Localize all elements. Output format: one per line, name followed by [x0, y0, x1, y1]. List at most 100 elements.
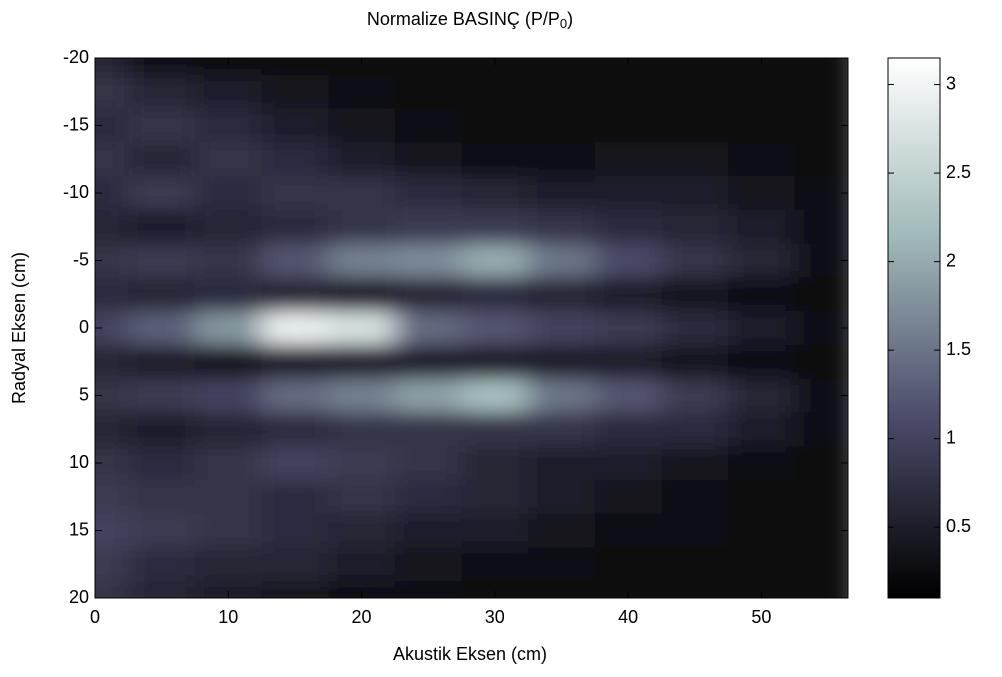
heatmap-cell — [528, 311, 596, 346]
heatmap-cell — [261, 479, 329, 515]
heatmap-cell — [528, 479, 596, 515]
heatmap-cell — [794, 243, 848, 278]
heatmap-cell — [728, 311, 796, 346]
heatmap-cell — [461, 547, 529, 582]
heatmap-cell — [461, 176, 529, 211]
heatmap-cell — [128, 142, 196, 177]
heatmap-cell — [394, 479, 463, 515]
heatmap-cell — [394, 344, 463, 380]
heatmap-cell — [794, 311, 848, 346]
heatmap-cell — [528, 108, 596, 143]
heatmap-cell — [261, 446, 329, 481]
heatmap-cell — [528, 446, 596, 481]
heatmap-cell — [794, 74, 848, 110]
heatmap-cell — [661, 58, 729, 76]
heatmap-cell — [194, 513, 263, 548]
heatmap-cell — [794, 378, 848, 413]
heatmap-cell — [328, 209, 396, 245]
heatmap-cell — [95, 344, 129, 380]
heatmap-cell — [461, 446, 529, 481]
heatmap-cell — [794, 209, 848, 245]
heatmap-cell — [261, 58, 329, 76]
y-tick-label: -20 — [63, 47, 89, 67]
heatmap-cell — [461, 142, 529, 177]
x-tick-label: 50 — [751, 607, 771, 627]
heatmap-cell — [328, 547, 396, 582]
heatmap-cell — [128, 311, 196, 346]
heatmap-cell — [394, 209, 463, 245]
heatmap-cell — [194, 412, 263, 447]
heatmap-cell — [794, 58, 848, 76]
heatmap-cell — [594, 209, 662, 245]
heatmap-cell — [328, 446, 396, 481]
heatmap-cell — [594, 243, 662, 278]
heatmap-cell — [194, 58, 263, 76]
heatmap-cell — [728, 176, 796, 211]
heatmap-cell — [261, 513, 329, 548]
heatmap-cell — [128, 344, 196, 380]
heatmap-cell — [328, 412, 396, 447]
x-tick-label: 10 — [218, 607, 238, 627]
heatmap-cell — [194, 479, 263, 515]
heatmap-cell — [261, 108, 329, 143]
heatmap-cell — [594, 581, 662, 598]
heatmap-cell — [528, 344, 596, 380]
heatmap-cell — [661, 311, 729, 346]
heatmap-cell — [194, 209, 263, 245]
heatmap-cell — [394, 311, 463, 346]
heatmap-cell — [528, 176, 596, 211]
x-tick-label: 40 — [618, 607, 638, 627]
heatmap-cell — [528, 243, 596, 278]
heatmap-cell — [728, 513, 796, 548]
heatmap-cell — [661, 142, 729, 177]
heatmap-cell — [95, 412, 129, 447]
heatmap-cell — [328, 74, 396, 110]
colorbar-tick-label: 2.5 — [946, 162, 971, 182]
heatmap-cell — [194, 142, 263, 177]
heatmap-cell — [461, 311, 529, 346]
heatmap-cell — [95, 277, 129, 312]
heatmap-cell — [728, 74, 796, 110]
heatmap-cell — [194, 74, 263, 110]
heatmap-cell — [661, 581, 729, 598]
heatmap-cell — [194, 277, 263, 312]
heatmap-cell — [461, 58, 529, 76]
heatmap-cell — [128, 243, 196, 278]
heatmap-cell — [661, 277, 729, 312]
heatmap-cell — [661, 446, 729, 481]
heatmap-cell — [394, 108, 463, 143]
heatmap-cell — [594, 446, 662, 481]
heatmap-cell — [394, 74, 463, 110]
heatmap-cell — [728, 547, 796, 582]
heatmap-cell — [794, 446, 848, 481]
heatmap-cell — [194, 547, 263, 582]
y-tick-label: -15 — [63, 114, 89, 134]
heatmap-cell — [128, 412, 196, 447]
heatmap-cell — [128, 74, 196, 110]
heatmap-cell — [728, 412, 796, 447]
heatmap-cell — [661, 479, 729, 515]
heatmap-cell — [95, 479, 129, 515]
heatmap-cell — [661, 412, 729, 447]
heatmap-cell — [794, 513, 848, 548]
heatmap-cell — [328, 243, 396, 278]
heatmap-cell — [594, 513, 662, 548]
heatmap-cell — [528, 513, 596, 548]
heatmap-cell — [794, 412, 848, 447]
heatmap-cell — [394, 142, 463, 177]
heatmap-cell — [594, 142, 662, 177]
heatmap-cell — [394, 446, 463, 481]
heatmap-cell — [394, 547, 463, 582]
heatmap-cell — [528, 412, 596, 447]
heatmap-cell — [95, 547, 129, 582]
heatmap-cell — [794, 176, 848, 211]
heatmap-cell — [661, 108, 729, 143]
heatmap-cell — [328, 311, 396, 346]
heatmap-cell — [261, 209, 329, 245]
heatmap-cell — [194, 176, 263, 211]
heatmap-cell — [328, 277, 396, 312]
heatmap-cell — [461, 479, 529, 515]
heatmap-cell — [794, 277, 848, 312]
y-axis-label: Radyal Eksen (cm) — [9, 252, 29, 404]
